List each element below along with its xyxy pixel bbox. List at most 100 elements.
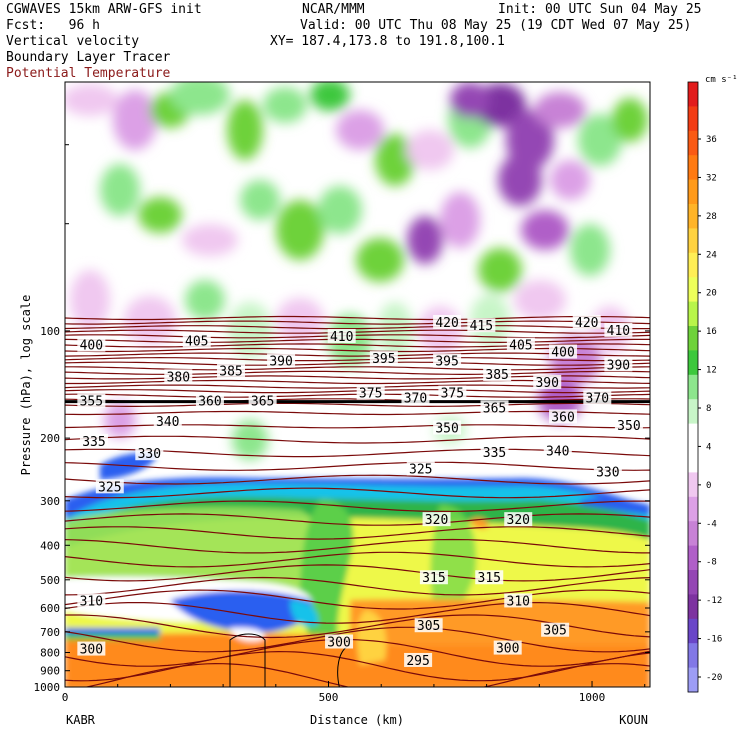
isentrope-label: 360 (551, 410, 574, 425)
vertical-velocity-cell (375, 134, 415, 186)
isentrope-label: 335 (82, 435, 105, 450)
colorbar-swatch (688, 667, 698, 693)
vertical-velocity-cell (578, 114, 622, 166)
isentrope-label-bg (504, 593, 533, 608)
isentrope-label: 315 (422, 571, 445, 586)
vertical-velocity-cell (612, 98, 648, 142)
colorbar-swatch (688, 350, 698, 376)
colorbar-tick-label: 0 (706, 481, 711, 491)
vertical-velocity-cell (498, 154, 542, 206)
vertical-velocity-cell (440, 192, 480, 248)
distance-axis: 0 500 1000 (62, 681, 646, 704)
isentrope (65, 564, 650, 582)
vertical-velocity-cell (185, 280, 225, 320)
isentrope-label: 295 (406, 654, 429, 669)
distance-tick-label: 500 (319, 691, 339, 704)
isentrope-label-bg (369, 351, 398, 366)
isentrope-label: 420 (575, 316, 598, 331)
vertical-velocity-cell (478, 248, 522, 292)
colorbar-tick-label: -4 (706, 519, 717, 529)
distance-tick-label: 0 (62, 691, 69, 704)
isentrope-label-bg (467, 318, 496, 333)
isentrope-label: 350 (435, 422, 458, 437)
isentrope (65, 334, 650, 339)
isentrope-label-bg (506, 337, 535, 352)
isentrope-label: 390 (607, 358, 630, 373)
vertical-velocity-field: 420 415 420 410 400 405 410 405 400 390 385 390 395 3… (65, 82, 650, 687)
isentrope (65, 366, 650, 371)
colorbar-swatch (688, 399, 698, 425)
header-field-potential-temperature: Potential Temperature (6, 66, 171, 81)
isentrope-label-bg (77, 641, 106, 656)
isentrope-label: 385 (485, 368, 508, 383)
isentrope-label-bg (356, 385, 385, 400)
colorbar-tick-label: 16 (706, 327, 717, 337)
isentrope-label-bg (327, 328, 356, 343)
colorbar-swatch (688, 204, 698, 229)
vertical-velocity-cell (534, 92, 586, 128)
isentrope-label-bg (493, 640, 522, 655)
isentrope-label: 370 (586, 392, 609, 407)
colorbar-tick-label: 20 (706, 289, 717, 299)
colorbar-swatch (688, 228, 698, 254)
colorbar-tick-label: 8 (706, 404, 711, 414)
isentrope-label-bg (422, 512, 451, 527)
isentrope (65, 589, 650, 610)
isentrope-label-bg (404, 652, 433, 667)
isentrope (65, 551, 650, 568)
vertical-velocity-cell (521, 210, 569, 250)
pressure-tick-label: 100 (40, 325, 60, 338)
isentrope-label: 320 (425, 513, 448, 528)
vertical-velocity-cell (406, 130, 454, 170)
isentrope-label: 390 (535, 376, 558, 391)
vertical-velocity-cell (65, 84, 118, 116)
vertical-velocity-cell (170, 82, 230, 115)
colorbar-unit: cm s⁻¹ (705, 75, 738, 85)
pressure-tick-label: 700 (40, 626, 60, 639)
colorbar-tick-label: 28 (706, 212, 717, 222)
isentrope-label: 300 (327, 636, 350, 651)
colorbar-tick-label: 4 (706, 442, 711, 452)
pressure-tick-label: 600 (40, 602, 60, 615)
isentrope-label-bg (438, 385, 467, 400)
colorbar-tick-label: -16 (706, 635, 722, 645)
isentrope (65, 338, 650, 344)
isentrope-label-bg (604, 322, 633, 337)
isentrope-label: 400 (551, 346, 574, 361)
header-forecast-hour: Fcst: 96 h (6, 18, 100, 33)
isentrope-label: 375 (359, 387, 382, 402)
isentrope-label-bg (533, 374, 562, 389)
pressure-tick-label: 800 (40, 646, 60, 659)
isentrope (65, 576, 650, 596)
isentrope-label: 305 (543, 624, 566, 639)
isentrope-label-bg (248, 393, 277, 408)
boundary-layer-shading (65, 453, 650, 687)
header-field-tracer: Boundary Layer Tracer (6, 50, 171, 65)
colorbar-swatch (688, 594, 698, 620)
colorbar-swatch (688, 179, 698, 205)
colorbar-tick-label: -12 (706, 596, 722, 606)
vertical-velocity-cell (318, 186, 362, 234)
colorbar-swatch (688, 277, 698, 303)
isentrope-label-bg (604, 357, 633, 372)
isentrope (65, 356, 650, 362)
pressure-tick-label: 300 (40, 495, 60, 508)
isentrope-label: 325 (409, 462, 432, 477)
isentrope-label: 305 (417, 619, 440, 634)
isentrope-label: 300 (496, 642, 519, 657)
isentrope-label-bg (419, 570, 448, 585)
pressure-tick-label: 1000 (34, 681, 61, 694)
isentrope (65, 361, 650, 366)
isentrope-label-bg (572, 314, 601, 329)
isentrope-label-bg (549, 409, 578, 424)
vertical-velocity-cell (377, 302, 413, 358)
isentrope-label: 365 (483, 401, 506, 416)
header-model-title: CGWAVES 15km ARW-GFS init (6, 2, 202, 17)
colorbar: 36 32 28 24 20 16 12 8 4 0 -4 -8 -12 -16 -20 (687, 81, 722, 693)
vertical-velocity-cell (336, 110, 384, 150)
isentrope-label-bg (267, 353, 296, 368)
isentrope-label: 390 (269, 355, 292, 370)
pressure-axis-title: Pressure (hPa), log scale (19, 295, 33, 476)
isentrope (84, 662, 650, 687)
